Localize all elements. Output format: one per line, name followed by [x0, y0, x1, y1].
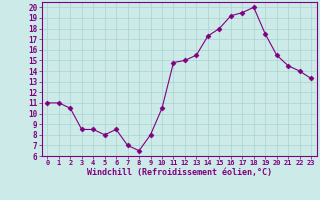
X-axis label: Windchill (Refroidissement éolien,°C): Windchill (Refroidissement éolien,°C): [87, 168, 272, 177]
